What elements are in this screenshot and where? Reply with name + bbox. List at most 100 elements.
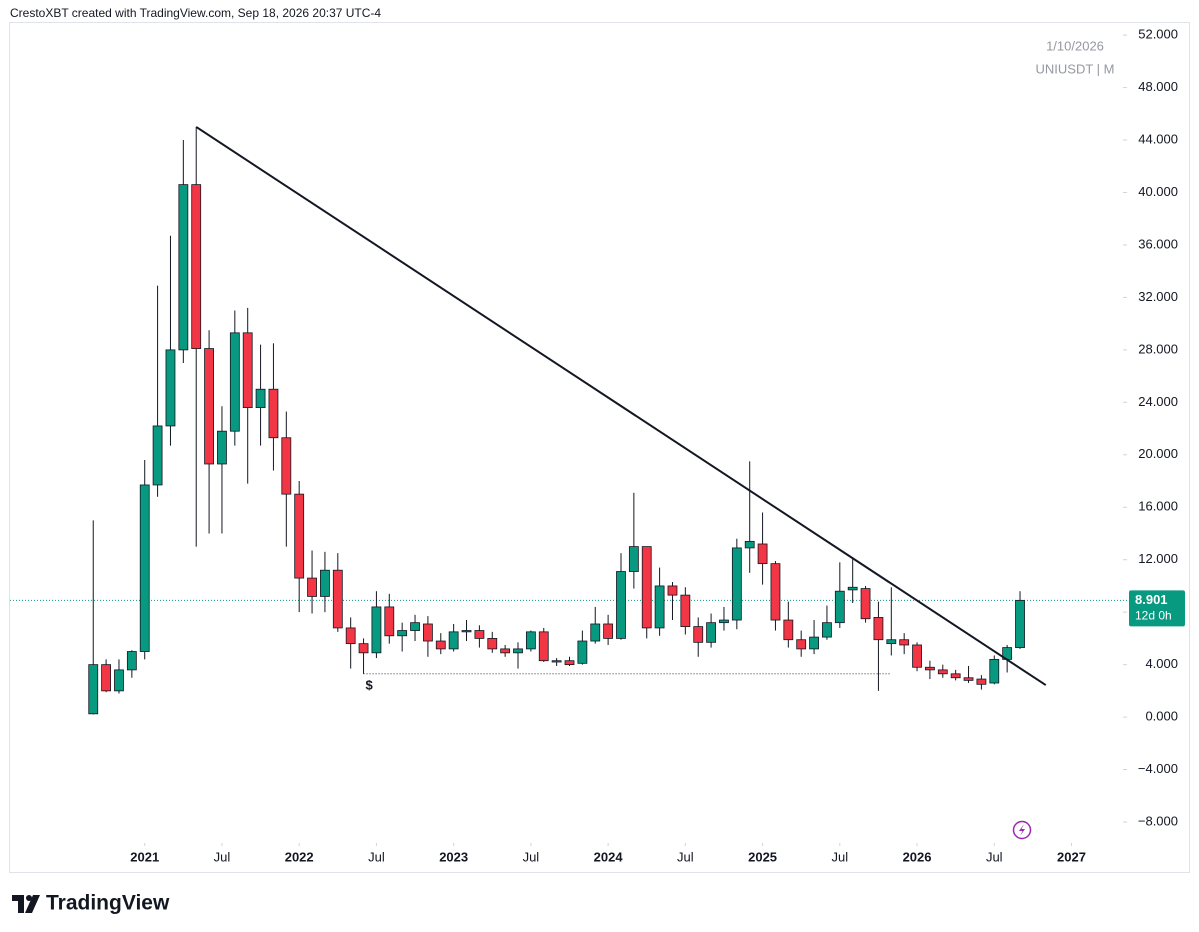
candle-body: [667, 585, 678, 596]
date-label: 1/10/2026: [1046, 38, 1104, 53]
price-tag: 8.901 12d 0h: [1129, 590, 1185, 627]
candle-body: [628, 546, 639, 572]
y-tick-label: 44.000: [1138, 131, 1178, 146]
candle-body: [809, 636, 819, 650]
x-tick-label: Jul: [986, 849, 1003, 864]
header: CrestoXBT created with TradingView.com, …: [10, 6, 381, 20]
candle-body: [603, 623, 614, 639]
candle-body: [217, 430, 227, 465]
candle-body: [680, 594, 691, 628]
logo: TradingView: [12, 892, 170, 915]
candle-body: [719, 619, 729, 624]
y-tick-label: −4.000: [1138, 761, 1178, 776]
candle-body: [114, 669, 124, 692]
candle-body: [513, 648, 523, 654]
candle-body: [371, 606, 382, 654]
candle-body: [873, 617, 884, 641]
icon-circle: [1012, 820, 1032, 840]
candle-body: [487, 638, 498, 650]
y-tick-label: 28.000: [1138, 341, 1178, 356]
candle-body: [577, 640, 588, 664]
y-tick-label: 24.000: [1138, 394, 1178, 409]
y-tick-label: 40.000: [1138, 184, 1178, 199]
candle-body: [397, 630, 408, 637]
y-tick-label: 36.000: [1138, 236, 1178, 251]
x-tick-label: 2027: [1057, 849, 1086, 864]
candle-body: [294, 493, 305, 579]
candle-body: [538, 631, 549, 662]
symbol-label: UNIUSDT | M: [1036, 61, 1115, 76]
candle-body: [912, 644, 922, 668]
candle-body: [925, 666, 935, 671]
chart-frame: [9, 22, 1190, 873]
y-tick-label: 20.000: [1138, 446, 1178, 461]
candle-body: [320, 569, 330, 597]
candle-body: [191, 184, 202, 349]
x-tick-label: 2025: [748, 849, 777, 864]
candle-body: [500, 648, 511, 654]
y-tick-label: 12.000: [1138, 551, 1178, 566]
candle-body: [435, 640, 446, 650]
candle-body: [1015, 599, 1025, 648]
candle-body: [822, 622, 832, 638]
footer-brand: TradingView: [46, 892, 170, 915]
candle-body: [616, 571, 626, 639]
candle-body: [268, 388, 279, 439]
candle-body: [204, 348, 214, 465]
y-tick-label: 16.000: [1138, 499, 1178, 514]
x-tick-label: Jul: [677, 849, 694, 864]
candle-body: [178, 184, 189, 351]
logo-dot: [26, 895, 32, 901]
candle-body: [474, 630, 485, 639]
candle-body: [152, 425, 163, 486]
candle-body: [332, 569, 343, 629]
candle-body: [950, 673, 961, 679]
support-label: $: [366, 677, 374, 692]
candle-body: [731, 547, 742, 621]
candle-body: [139, 484, 150, 652]
logo-mark: [12, 895, 24, 913]
candle-body: [706, 622, 716, 643]
x-tick-label: 2022: [285, 849, 314, 864]
x-tick-label: 2026: [903, 849, 932, 864]
y-tick-label: 0.000: [1145, 709, 1178, 724]
candle-body: [757, 543, 768, 565]
y-tick-label: 52.000: [1138, 27, 1178, 42]
candle-body: [654, 585, 665, 629]
candle-body: [860, 588, 871, 620]
x-tick-label: 2023: [439, 849, 468, 864]
candle-body: [886, 639, 897, 645]
lightning-icon[interactable]: [1012, 820, 1032, 840]
y-tick-label: 48.000: [1138, 79, 1178, 94]
x-tick-label: Jul: [368, 849, 385, 864]
candle-body: [770, 563, 781, 621]
candle-body: [165, 349, 176, 427]
candle-body: [384, 606, 395, 637]
price-tag-box: [1129, 590, 1185, 627]
candle-body: [641, 546, 652, 629]
candle-body: [242, 332, 253, 408]
candle-body: [307, 577, 317, 597]
icon-bolt: [1019, 824, 1025, 836]
candle-body: [255, 388, 266, 408]
candle-body: [796, 639, 807, 650]
y-tick-label: 4.000: [1145, 656, 1178, 671]
candle-body: [423, 623, 433, 642]
candle-body: [101, 664, 112, 692]
y-tick-label: 32.000: [1138, 289, 1178, 304]
candle-body: [976, 678, 987, 685]
price-tag-value: 8.901: [1135, 592, 1168, 607]
logo-slash: [25, 895, 40, 913]
candle-body: [834, 590, 845, 624]
candle-body: [358, 643, 369, 654]
candle-body: [963, 677, 974, 681]
candle-body: [525, 631, 536, 650]
y-tick-label: −8.000: [1138, 813, 1178, 828]
candle-body: [989, 658, 1000, 684]
candle-body: [564, 660, 575, 666]
candle-body: [937, 669, 948, 675]
candle-body: [229, 332, 240, 432]
trendline: [195, 126, 1047, 686]
